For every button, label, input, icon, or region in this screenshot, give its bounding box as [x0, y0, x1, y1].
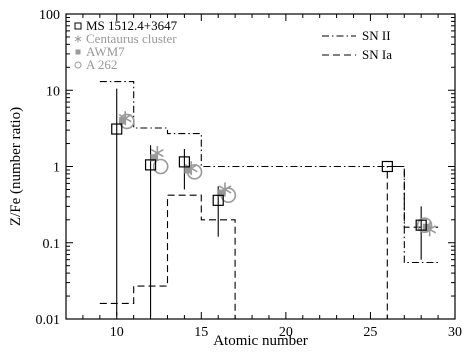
legend-marker	[74, 22, 82, 30]
legend-item: A 262	[74, 57, 117, 72]
y-tick-label: 0.01	[36, 313, 61, 328]
x-tick-label: 10	[110, 325, 124, 340]
star-stroke	[150, 148, 164, 158]
x-tick-label: 15	[194, 325, 208, 340]
x-tick-label: 20	[279, 325, 293, 340]
marker-ms-1512-4-3647	[178, 156, 190, 168]
marker-ms-1512-4-3647	[111, 123, 123, 135]
legend-star-stroke	[74, 36, 82, 42]
legend-label: SN Ia	[362, 47, 392, 62]
legend-model-item: SN Ia	[322, 47, 392, 62]
legend-item: MS 1512.4+3647	[74, 18, 178, 33]
marker-awm7	[150, 154, 158, 162]
model-line-sn-ia	[99, 165, 439, 320]
model-lines	[99, 81, 439, 320]
star-stroke	[218, 185, 232, 194]
marker-awm7	[119, 117, 127, 125]
y-tick-label: 10	[46, 84, 60, 99]
y-tick-label: 1	[53, 161, 60, 176]
legend-marker	[74, 61, 82, 69]
marker-ms-1512-4-3647	[144, 159, 157, 171]
legend-label: AWM7	[86, 44, 125, 59]
star-stroke	[118, 114, 132, 123]
marker-centaurus-cluster	[184, 161, 198, 176]
legend-item: Centaurus cluster	[74, 31, 177, 46]
star-stroke	[184, 164, 198, 173]
y-axis-title: Z/Fe (number ratio)	[8, 107, 24, 226]
x-axis-title: Atomic number	[213, 333, 308, 349]
error-bars	[116, 88, 422, 316]
legend-label: A 262	[86, 57, 117, 72]
legend-model-item: SN II	[322, 28, 391, 43]
legend-label: Centaurus cluster	[86, 31, 177, 46]
marker-ms-1512-4-3647	[415, 219, 427, 231]
marker-awm7	[218, 189, 226, 197]
x-tick-label: 30	[448, 325, 462, 340]
legend-marker	[75, 49, 81, 55]
legend-marker	[74, 35, 82, 43]
data-markers	[111, 111, 437, 237]
legend-label: MS 1512.4+3647	[86, 18, 178, 33]
marker-ms-1512-4-3647	[381, 160, 393, 173]
legend-label: SN II	[362, 28, 391, 43]
marker-ms-1512-4-3647	[212, 194, 224, 206]
x-tick-label: 25	[363, 325, 377, 340]
axes: 10 15 20 25 30 0.01 0.1 1 10 100	[36, 8, 463, 340]
marker-centaurus-cluster	[118, 111, 132, 126]
legend-item: AWM7	[75, 44, 125, 59]
marker-centaurus-cluster	[150, 146, 164, 161]
marker-a-262	[152, 158, 169, 175]
y-tick-label: 0.1	[43, 237, 61, 252]
marker-centaurus-cluster	[218, 182, 232, 197]
y-tick-label: 100	[39, 8, 60, 23]
